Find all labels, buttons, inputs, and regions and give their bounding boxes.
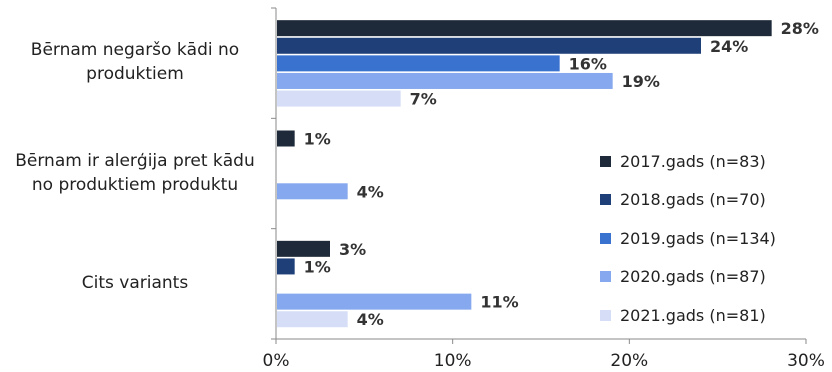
x-tick-label: 10%: [434, 351, 472, 371]
data-label: 24%: [710, 37, 748, 56]
category-label-line: Cits variants: [81, 272, 189, 293]
legend-swatch: [600, 194, 611, 206]
bar: [277, 183, 348, 200]
bar: [277, 311, 348, 328]
category-label-line: Bērnam ir alerģija pret kādu: [15, 150, 255, 171]
category-label-line: no produktiem produktu: [31, 174, 239, 195]
legend-swatch: [600, 271, 611, 283]
data-label: 28%: [781, 19, 819, 38]
legend-item: 2019.gads (n=134): [600, 219, 776, 258]
legend-swatch: [600, 232, 611, 244]
category-label: Cits variants: [0, 271, 270, 295]
legend-label: 2020.gads (n=87): [620, 267, 766, 287]
legend: 2017.gads (n=83) 2018.gads (n=70) 2019.gad…: [600, 142, 776, 335]
legend-label: 2018.gads (n=70): [620, 190, 766, 210]
category-label: Bērnam ir alerģija pret kādu no produktie…: [0, 149, 270, 197]
data-label: 16%: [569, 54, 607, 73]
bar: [277, 258, 295, 275]
data-label: 4%: [357, 182, 384, 201]
legend-label: 2021.gads (n=81): [620, 305, 766, 325]
bar: [277, 55, 560, 72]
data-label: 7%: [410, 90, 437, 109]
bar: [277, 130, 295, 147]
data-label: 19%: [622, 72, 660, 91]
x-tick-label: 20%: [610, 351, 648, 371]
bar: [277, 293, 472, 310]
data-label: 4%: [357, 310, 384, 329]
bar: [277, 90, 401, 107]
legend-item: 2018.gads (n=70): [600, 181, 776, 220]
data-label: 11%: [480, 293, 518, 312]
data-label: 3%: [339, 240, 366, 259]
x-tick-label: 0%: [263, 351, 290, 371]
data-label: 1%: [304, 130, 331, 149]
bar: [277, 240, 330, 257]
x-tick-label: 30%: [787, 351, 825, 371]
legend-label: 2017.gads (n=83): [620, 151, 766, 171]
data-label: 1%: [304, 257, 331, 276]
bar: [277, 37, 701, 54]
category-label: Bērnam negaršo kādi no produktiem: [0, 38, 270, 86]
legend-swatch: [600, 155, 611, 167]
bar: [277, 72, 613, 89]
legend-label: 2019.gads (n=134): [620, 228, 776, 248]
bar: [277, 20, 772, 37]
category-label-line: Bērnam negaršo kādi no: [30, 40, 240, 61]
legend-item: 2021.gads (n=81): [600, 296, 776, 335]
legend-swatch: [600, 309, 611, 321]
legend-item: 2020.gads (n=87): [600, 258, 776, 297]
category-label-line: produktiem: [86, 64, 184, 85]
legend-item: 2017.gads (n=83): [600, 142, 776, 181]
